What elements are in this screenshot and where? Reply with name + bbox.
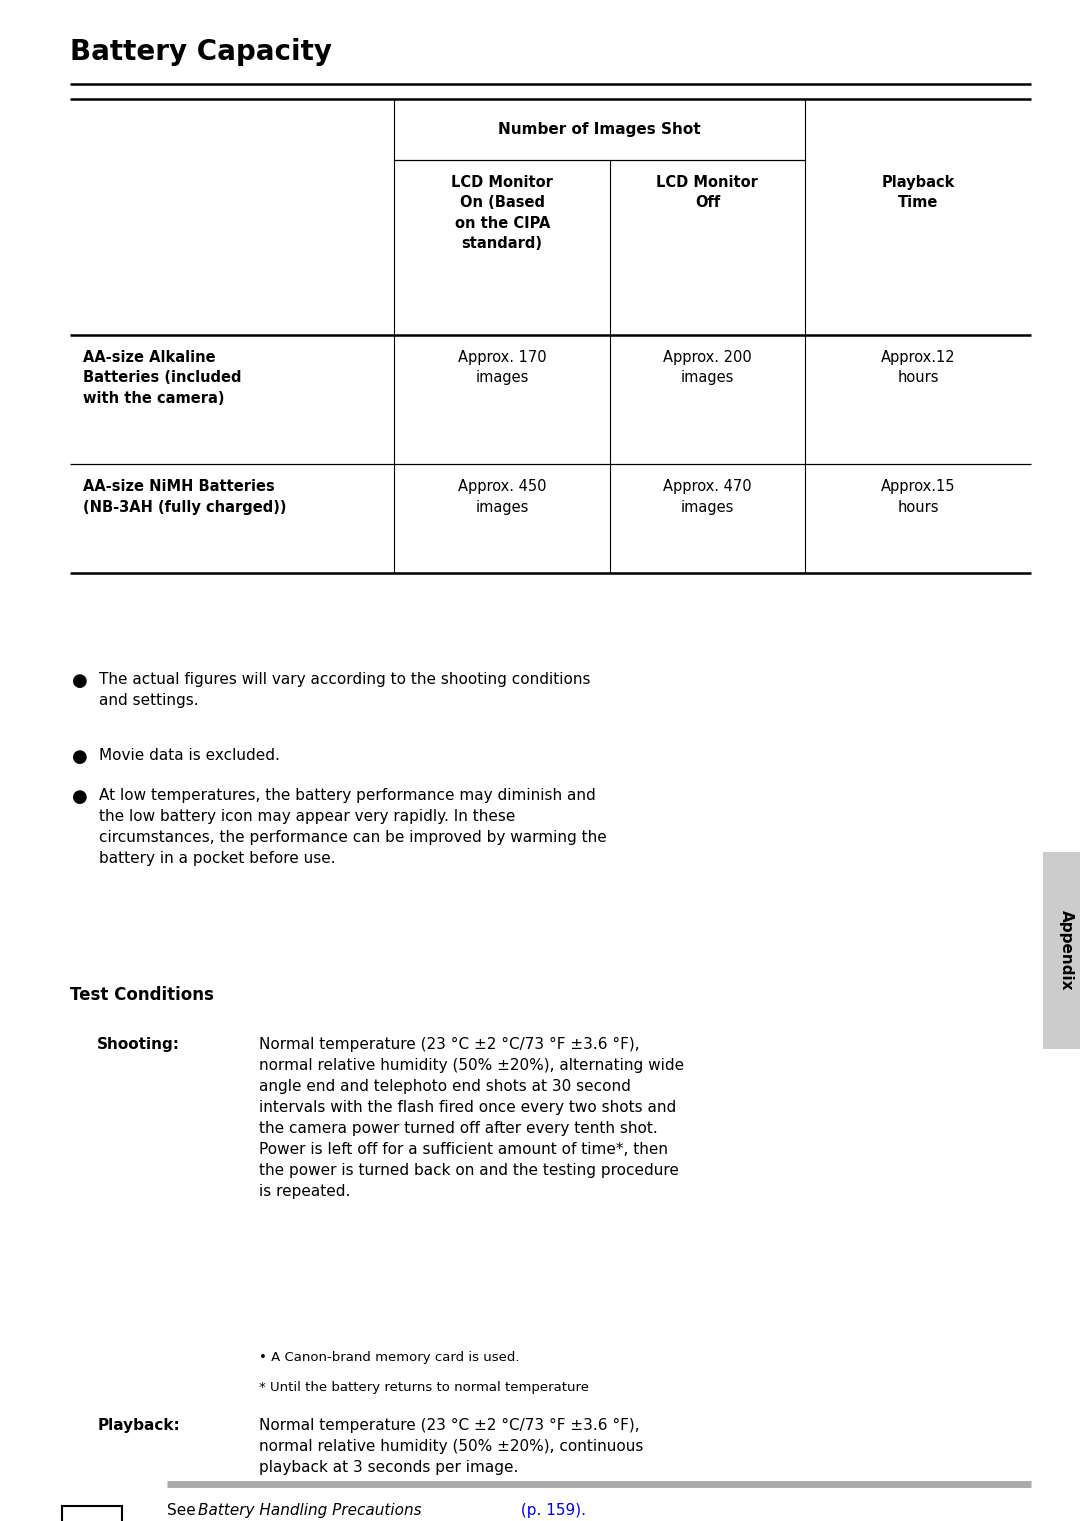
Text: At low temperatures, the battery performance may diminish and
the low battery ic: At low temperatures, the battery perform…: [99, 788, 607, 865]
Text: ●: ●: [72, 672, 89, 691]
Text: Movie data is excluded.: Movie data is excluded.: [99, 748, 280, 764]
Text: See: See: [167, 1503, 201, 1518]
Text: Shooting:: Shooting:: [97, 1037, 180, 1053]
Text: Normal temperature (23 °C ±2 °C/73 °F ±3.6 °F),
normal relative humidity (50% ±2: Normal temperature (23 °C ±2 °C/73 °F ±3…: [259, 1037, 685, 1200]
Text: • A Canon-brand memory card is used.: • A Canon-brand memory card is used.: [259, 1351, 519, 1364]
Text: LCD Monitor
Off: LCD Monitor Off: [657, 175, 758, 210]
Text: Approx.15
hours: Approx.15 hours: [881, 479, 955, 514]
Text: LCD Monitor
On (Based
on the CIPA
standard): LCD Monitor On (Based on the CIPA standa…: [451, 175, 553, 251]
Text: Approx. 450
images: Approx. 450 images: [458, 479, 546, 514]
Text: Approx. 170
images: Approx. 170 images: [458, 350, 546, 385]
Text: Approx. 470
images: Approx. 470 images: [663, 479, 752, 514]
Text: The actual figures will vary according to the shooting conditions
and settings.: The actual figures will vary according t…: [99, 672, 591, 709]
Text: Test Conditions: Test Conditions: [70, 986, 214, 1004]
Text: Playback
Time: Playback Time: [881, 175, 955, 210]
Text: Approx.12
hours: Approx.12 hours: [880, 350, 956, 385]
Bar: [1043, 852, 1080, 1049]
Text: Battery Handling Precautions: Battery Handling Precautions: [198, 1503, 421, 1518]
Text: Appendix: Appendix: [1058, 911, 1074, 990]
Text: AA-size NiMH Batteries
(NB-3AH (fully charged)): AA-size NiMH Batteries (NB-3AH (fully ch…: [83, 479, 286, 514]
Text: ●: ●: [72, 788, 89, 806]
Text: Playback:: Playback:: [97, 1418, 180, 1433]
Text: * Until the battery returns to normal temperature: * Until the battery returns to normal te…: [259, 1381, 590, 1395]
Text: AA-size Alkaline
Batteries (included
with the camera): AA-size Alkaline Batteries (included wit…: [83, 350, 242, 406]
Text: Approx. 200
images: Approx. 200 images: [663, 350, 752, 385]
Text: Number of Images Shot: Number of Images Shot: [498, 122, 701, 137]
Text: Normal temperature (23 °C ±2 °C/73 °F ±3.6 °F),
normal relative humidity (50% ±2: Normal temperature (23 °C ±2 °C/73 °F ±3…: [259, 1418, 644, 1474]
Text: ●: ●: [72, 748, 89, 767]
Bar: [63, 1506, 122, 1521]
Text: Battery Capacity: Battery Capacity: [70, 38, 333, 65]
Text: (p. 159).: (p. 159).: [516, 1503, 586, 1518]
